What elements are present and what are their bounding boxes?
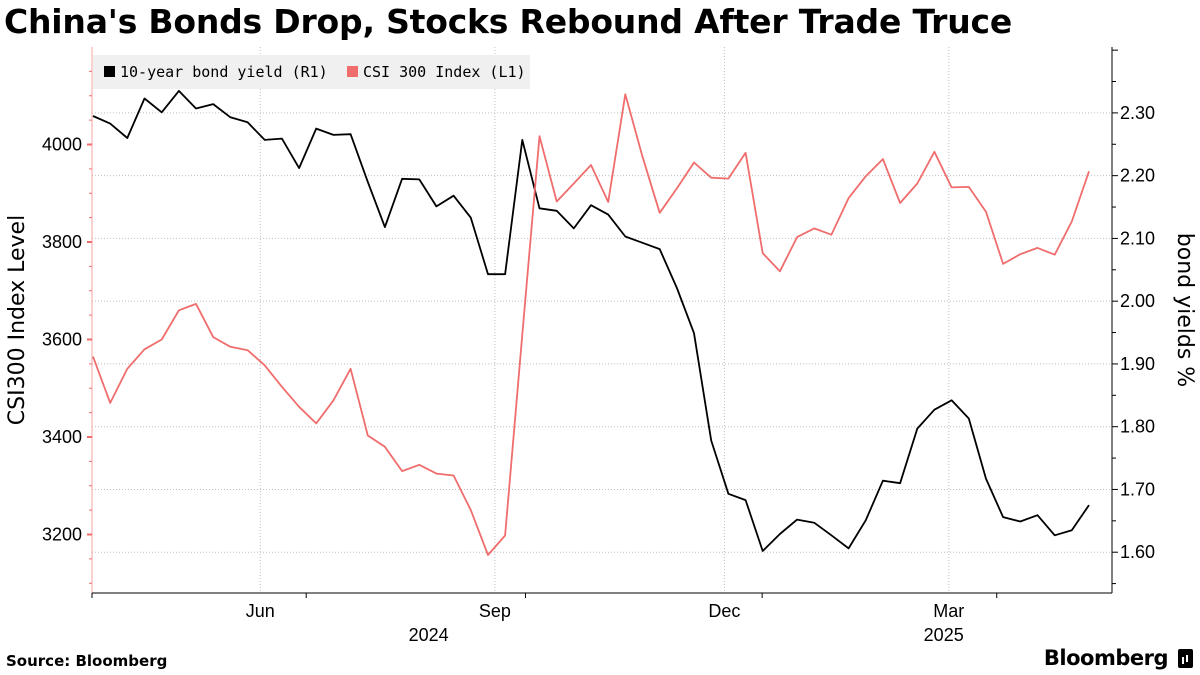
left-tick-label: 3600 [42,330,82,350]
series-lines [92,90,1090,556]
x-tick-label: Dec [708,601,740,621]
legend-swatch-yield [104,66,115,77]
right-tick-label: 1.70 [1120,479,1155,499]
legend-label-yield: 10-year bond yield (R1) [120,63,328,81]
x-tick-label: Jun [246,601,275,621]
terminal-icon [1178,649,1193,668]
chart-title: China's Bonds Drop, Stocks Rebound After… [4,2,1013,41]
right-tick-label: 2.00 [1120,291,1155,311]
left-tick-label: 3200 [42,525,82,545]
bond-yield-line [92,90,1090,552]
legend: 10-year bond yield (R1) CSI 300 Index (L1… [93,55,530,89]
axes: 3200 3400 3600 3800 4000 1.60 1.70 1.80 1.90 2.00… [5,47,1197,645]
left-tick-label: 4000 [42,135,82,155]
left-tick-label: 3400 [42,427,82,447]
left-axis-title: CSI300 Index Level [5,215,30,425]
right-tick-label: 2.20 [1120,166,1155,186]
x-tick-label: Sep [479,601,511,621]
legend-label-csi300: CSI 300 Index (L1) [363,63,526,81]
csi300-line [92,93,1090,556]
x-year-label: 2025 [924,625,964,645]
bloomberg-logo: Bloomberg [1043,646,1169,670]
source-note: Source: Bloomberg [6,652,168,670]
right-tick-label: 1.80 [1120,417,1155,437]
right-axis-title: bond yields % [1172,233,1197,387]
right-tick-label: 1.60 [1120,542,1155,562]
gridlines [92,47,1112,593]
x-year-label: 2024 [409,625,449,645]
x-tick-label: Mar [933,601,964,621]
right-tick-label: 1.90 [1120,354,1155,374]
legend-background [93,55,530,89]
left-tick-label: 3800 [42,232,82,252]
right-tick-label: 2.10 [1120,228,1155,248]
right-tick-label: 2.30 [1120,103,1155,123]
legend-swatch-csi300 [347,66,358,77]
